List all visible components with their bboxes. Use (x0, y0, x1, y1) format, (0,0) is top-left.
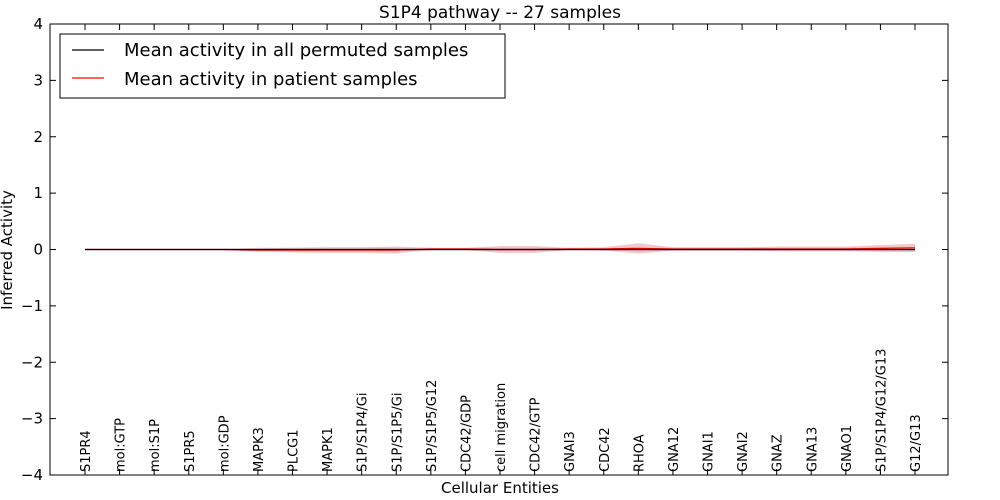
x-tick-label: mol:GTP (114, 418, 129, 472)
legend-label-patient: Mean activity in patient samples (124, 69, 418, 90)
x-tick-label: S1P/S1P5/Gi (390, 393, 405, 472)
x-tick-label: MAPK1 (321, 427, 336, 472)
y-axis-label: Inferred Activity (0, 190, 16, 310)
legend-frame (59, 33, 506, 99)
x-tick-label: G12/G13 (909, 414, 924, 472)
y-tick-label: 0 (33, 241, 43, 259)
y-tick-label: 4 (33, 15, 43, 33)
x-tick-label: S1PR5 (183, 430, 198, 472)
y-tick-label: −2 (21, 353, 43, 371)
y-tick-label: −4 (21, 466, 43, 484)
x-axis-label: Cellular Entities (441, 479, 559, 497)
x-tick-label: mol:GDP (217, 415, 232, 472)
x-tick-label: cell migration (494, 383, 509, 472)
x-tick-label: GNAI2 (736, 431, 751, 472)
x-tick-label: MAPK3 (252, 427, 267, 472)
x-tick-label: PLCG1 (287, 429, 302, 472)
x-tick-label: CDC42 (598, 427, 613, 472)
legend: Mean activity in all permuted samples Me… (59, 33, 506, 99)
y-tick-label: 3 (33, 71, 43, 89)
x-tick-label: GNAO1 (840, 425, 855, 472)
x-tick-label: GNA12 (667, 427, 682, 472)
x-tick-label: CDC42/GDP (459, 395, 474, 472)
x-tick-label: mol:S1P (148, 419, 163, 472)
x-tick-label: S1PR4 (79, 430, 94, 472)
x-tick-label: GNAI1 (702, 431, 717, 472)
x-tick-label: GNA13 (805, 427, 820, 472)
x-tick-label: CDC42/GTP (529, 397, 544, 472)
x-tick-label: GNAI3 (563, 431, 578, 472)
x-tick-label: S1P/S1P4/G12/G13 (874, 349, 889, 472)
y-tick-label: 1 (33, 184, 43, 202)
uncertainty-band-patient (85, 243, 915, 254)
y-tick-label: −1 (21, 297, 43, 315)
x-tick-label: GNAZ (771, 434, 786, 472)
x-tick-label: S1P/S1P4/Gi (356, 393, 371, 472)
y-axis: −4 −3 −2 −1 0 1 2 3 4 (21, 15, 948, 484)
legend-label-permuted: Mean activity in all permuted samples (124, 40, 468, 61)
chart-title: S1P4 pathway -- 27 samples (379, 3, 621, 23)
x-axis: S1PR4 mol:GTP mol:S1P S1PR5 mol:GDP MAPK3 PLCG… (79, 24, 924, 475)
y-tick-label: 2 (33, 128, 43, 146)
x-tick-label: S1P/S1P5/G12 (425, 380, 440, 472)
series-lines (85, 247, 916, 251)
y-tick-label: −3 (21, 410, 43, 428)
x-tick-label: RHOA (632, 434, 647, 472)
